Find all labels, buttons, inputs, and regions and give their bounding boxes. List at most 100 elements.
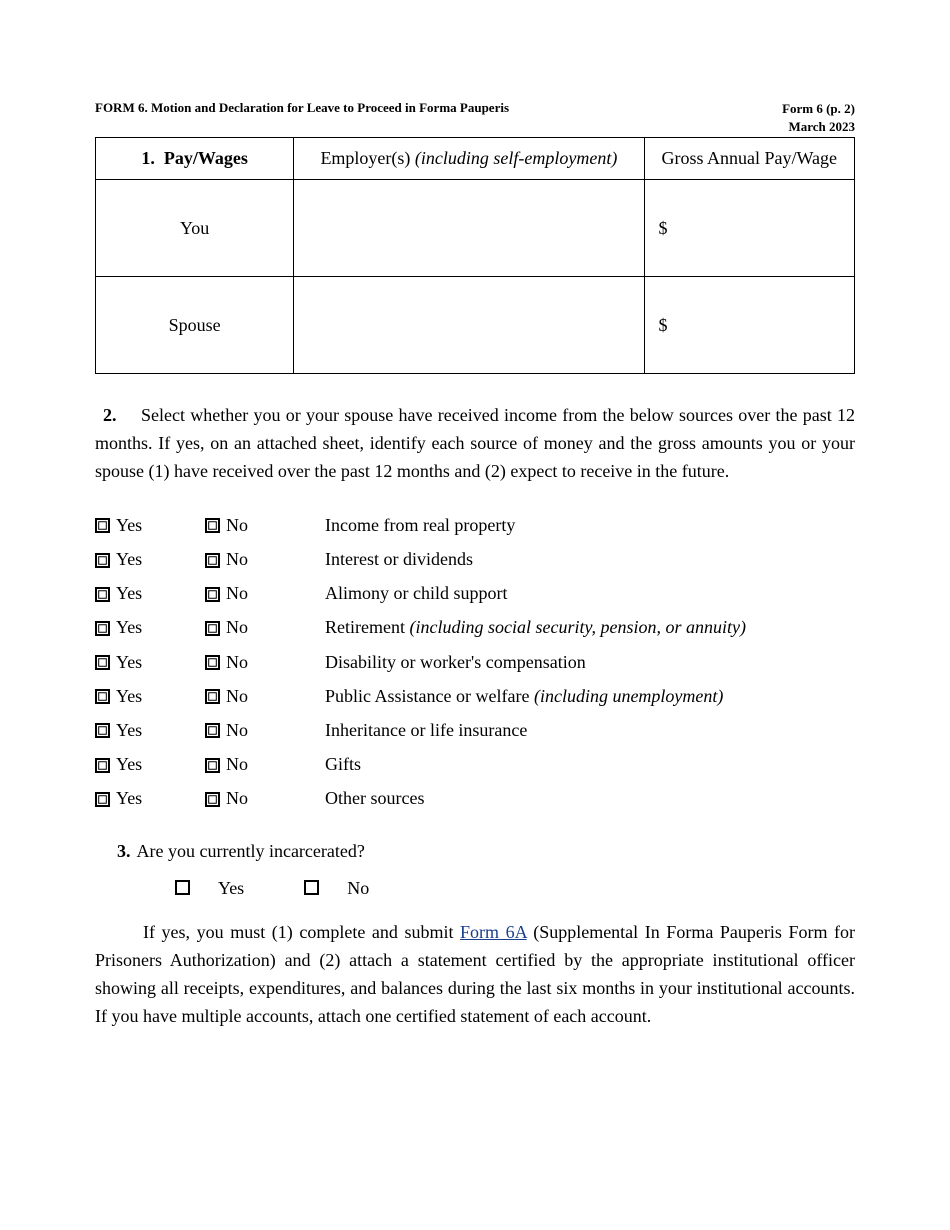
income-no-option: No [205,679,325,713]
income-row: Yes No Retirement (including social secur… [95,610,855,644]
no-label: No [226,610,248,644]
section-2-number: 2. [103,402,141,430]
row-you-employer-input[interactable] [294,180,644,277]
section-2-text: Select whether you or your spouse have r… [95,405,855,481]
income-description: Public Assistance or welfare (including … [325,679,855,713]
q3-yes-label: Yes [218,878,244,899]
income-row: Yes NoAlimony or child support [95,576,855,610]
question-3-text: Are you currently incarcerated? [137,841,365,861]
checkbox-icon[interactable] [95,553,110,568]
checkbox-icon[interactable] [95,655,110,670]
checkbox-icon[interactable] [205,553,220,568]
section-2: 2.Select whether you or your spouse have… [95,402,855,486]
no-label: No [226,679,248,713]
income-no-option: No [205,576,325,610]
header-title-left: FORM 6. Motion and Declaration for Leave… [95,100,509,116]
table-row: Spouse $ [96,277,855,374]
yes-label: Yes [116,542,142,576]
table-header-paywages: 1. Pay/Wages [96,138,294,180]
checkbox-icon[interactable] [205,723,220,738]
checkbox-icon[interactable] [205,587,220,602]
yes-label: Yes [116,781,142,815]
checkbox-icon[interactable] [205,655,220,670]
checkbox-icon[interactable] [175,880,190,895]
income-yes-option: Yes [95,747,205,781]
question-3: 3. Are you currently incarcerated? [95,841,855,862]
checkbox-icon[interactable] [95,758,110,773]
yes-label: Yes [116,645,142,679]
row-spouse-employer-input[interactable] [294,277,644,374]
income-description: Income from real property [325,508,855,542]
income-no-option: No [205,747,325,781]
header-date: March 2023 [788,119,855,134]
no-label: No [226,508,248,542]
page-header: FORM 6. Motion and Declaration for Leave… [95,100,855,135]
income-row: Yes No Income from real property [95,508,855,542]
no-label: No [226,781,248,815]
income-description: Retirement (including social security, p… [325,610,855,644]
income-yes-option: Yes [95,508,205,542]
row-you-amount-input[interactable]: $ [644,180,855,277]
checkbox-icon[interactable] [95,621,110,636]
checkbox-icon[interactable] [95,689,110,704]
table-header-amount: Gross Annual Pay/Wage [644,138,855,180]
no-label: No [226,645,248,679]
checkbox-icon[interactable] [95,723,110,738]
checkbox-icon[interactable] [95,792,110,807]
checkbox-icon[interactable] [205,792,220,807]
yes-label: Yes [116,576,142,610]
dollar-sign: $ [659,315,668,335]
question-3-number: 3. [117,841,131,861]
income-no-option: No [205,542,325,576]
income-sources-list: Yes NoIncome from real property Yes NoIn… [95,508,855,816]
income-row: Yes No Interest or dividends [95,542,855,576]
yes-label: Yes [116,610,142,644]
income-no-option: No [205,610,325,644]
note-prefix: If yes, you must (1) complete and submit [143,922,460,942]
table-header-number: 1. [141,148,155,168]
income-yes-option: Yes [95,781,205,815]
checkbox-icon[interactable] [205,621,220,636]
checkbox-icon[interactable] [95,518,110,533]
checkbox-icon[interactable] [205,758,220,773]
table-header-label: Pay/Wages [164,148,248,168]
checkbox-icon[interactable] [304,880,319,895]
question-3-note: If yes, you must (1) complete and submit… [95,919,855,1031]
no-label: No [226,542,248,576]
pay-wages-table: 1. Pay/Wages Employer(s) (including self… [95,137,855,374]
income-row: Yes NoGifts [95,747,855,781]
income-description: Inheritance or life insurance [325,713,855,747]
header-form-number: Form 6 (p. 2) [782,101,855,116]
table-header-employer-prefix: Employer(s) [320,148,414,168]
income-yes-option: Yes [95,679,205,713]
row-spouse-label: Spouse [96,277,294,374]
row-spouse-amount-input[interactable]: $ [644,277,855,374]
income-row: Yes NoInheritance or life insurance [95,713,855,747]
yes-label: Yes [116,679,142,713]
yes-label: Yes [116,508,142,542]
checkbox-icon[interactable] [205,689,220,704]
income-description: Disability or worker's compensation [325,645,855,679]
dollar-sign: $ [659,218,668,238]
q3-no-label: No [347,878,369,899]
income-no-option: No [205,713,325,747]
yes-label: Yes [116,747,142,781]
income-no-option: No [205,781,325,815]
table-header-employer: Employer(s) (including self-employment) [294,138,644,180]
form-6a-link[interactable]: Form 6A [460,922,527,942]
income-no-option: No [205,508,325,542]
income-yes-option: Yes [95,542,205,576]
income-description: Interest or dividends [325,542,855,576]
checkbox-icon[interactable] [205,518,220,533]
table-row: You $ [96,180,855,277]
income-description: Gifts [325,747,855,781]
header-title-right: Form 6 (p. 2) March 2023 [782,100,855,135]
income-description: Other sources [325,781,855,815]
income-row: Yes No Other sources [95,781,855,815]
income-yes-option: Yes [95,713,205,747]
table-header-employer-italic: (including self-employment) [415,148,617,168]
question-3-checkboxes: Yes No [175,878,855,899]
income-yes-option: Yes [95,645,205,679]
checkbox-icon[interactable] [95,587,110,602]
income-yes-option: Yes [95,576,205,610]
